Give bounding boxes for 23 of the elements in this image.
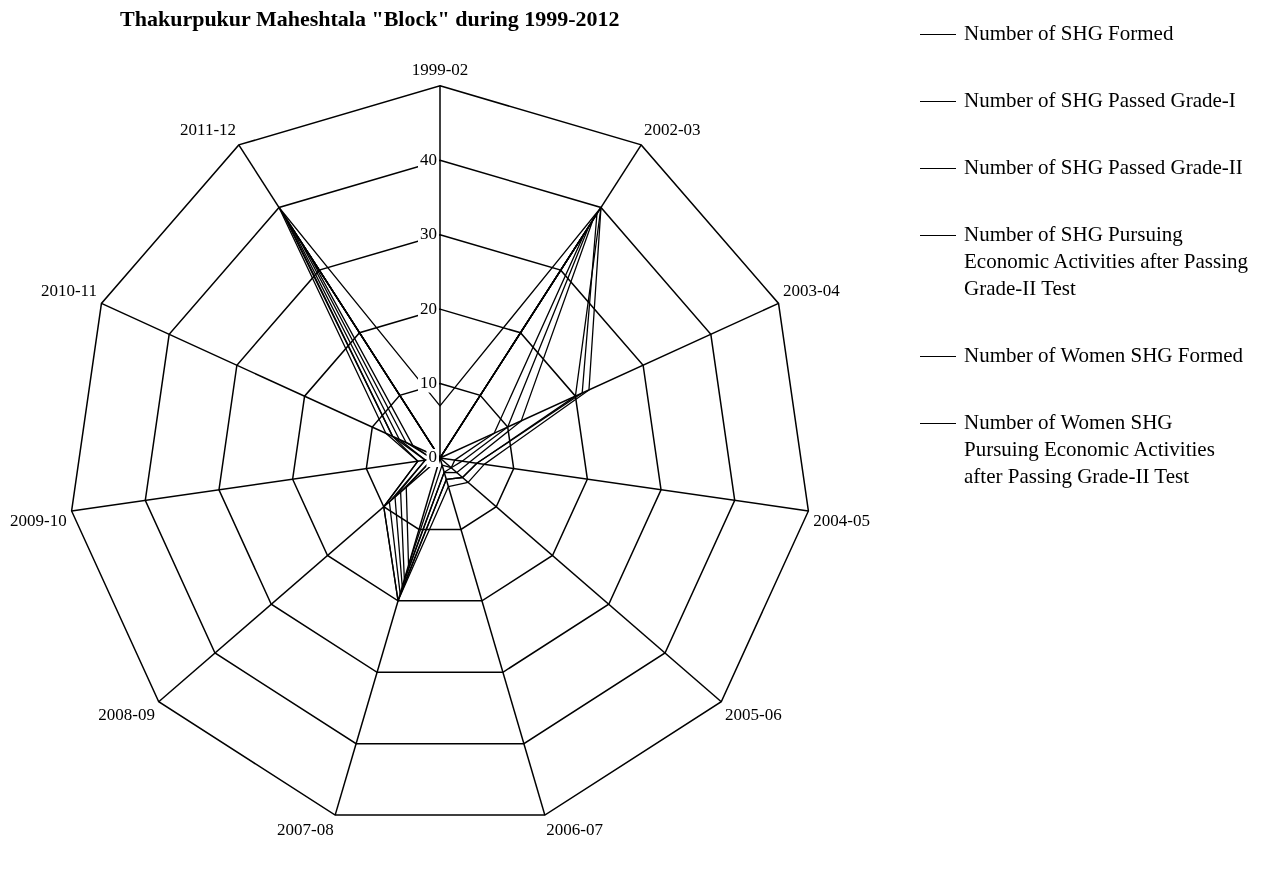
legend-label: Number of Women SHG Formed	[964, 342, 1244, 369]
legend-label: Number of SHG Passed Grade-II	[964, 154, 1243, 181]
y-tick-label: 30	[420, 224, 437, 244]
spoke-label: 2008-09	[98, 704, 155, 724]
spoke-label: 1999-02	[411, 60, 469, 80]
y-tick-label: 20	[420, 298, 437, 318]
spoke-label: 2011-12	[180, 119, 237, 139]
legend-label: Number of SHG Formed	[964, 20, 1174, 47]
spoke-label: 2006-07	[546, 819, 604, 839]
spoke-label: 2002-03	[643, 119, 701, 139]
y-tick-label: 0	[428, 447, 437, 467]
legend-label: Number of SHG Passed Grade-I	[964, 87, 1236, 114]
chart-title: Thakurpukur Maheshtala "Block" during 1999-2012	[120, 6, 620, 32]
legend-label: Number of Women SHG Pursuing Economic Activities after Passing Grade-II Test	[964, 409, 1216, 490]
spoke-label: 2009-10	[9, 511, 67, 531]
spoke-label: 2010-11	[40, 280, 97, 300]
y-tick-label: 40	[420, 149, 437, 169]
spoke-label: 2005-06	[725, 704, 782, 724]
spoke-label: 2004-05	[813, 511, 871, 531]
y-tick-label: 10	[420, 373, 437, 393]
spoke-label: 2007-08	[277, 819, 334, 839]
spoke-label: 2003-04	[783, 280, 841, 300]
legend-label: Number of SHG Pursuing Economic Activities after Passing Grade-II Test	[964, 221, 1250, 302]
